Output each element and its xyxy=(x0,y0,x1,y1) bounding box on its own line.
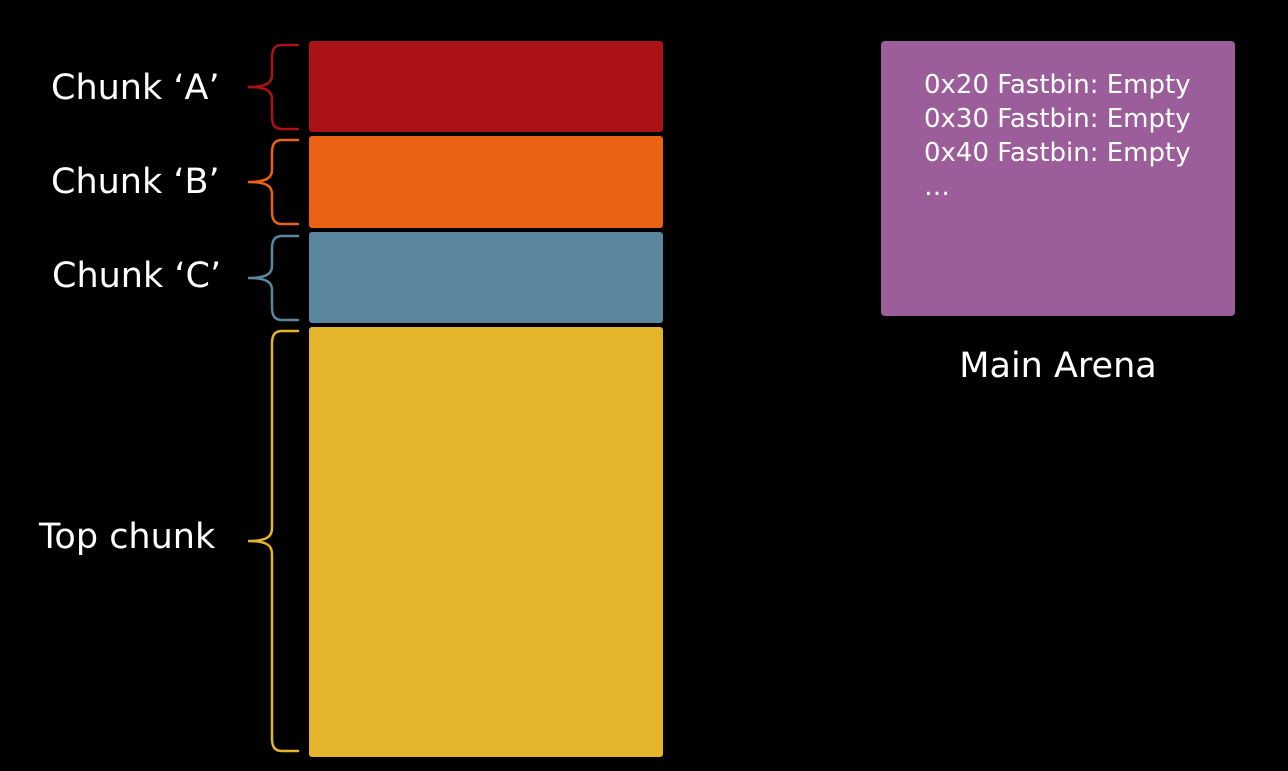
chunk-b-brace xyxy=(247,138,300,226)
fastbin-0x40-line: 0x40 Fastbin: Empty xyxy=(924,138,1191,168)
chunk-a-block xyxy=(309,41,663,132)
chunk-b-label: Chunk ‘B’ xyxy=(51,162,220,202)
fastbin-0x20-line: 0x20 Fastbin: Empty xyxy=(924,70,1191,100)
main-arena-box: 0x20 Fastbin: Empty 0x30 Fastbin: Empty … xyxy=(881,41,1235,316)
chunk-c-brace xyxy=(247,234,300,322)
chunk-a-label: Chunk ‘A’ xyxy=(51,68,220,108)
chunk-c-label: Chunk ‘C’ xyxy=(52,256,222,296)
main-arena-caption: Main Arena xyxy=(959,346,1157,386)
ellipsis-line: … xyxy=(924,172,950,202)
chunk-c-block xyxy=(309,232,663,323)
top-chunk-brace xyxy=(247,329,300,753)
chunk-a-brace xyxy=(247,43,300,131)
top-chunk-label: Top chunk xyxy=(39,517,216,557)
top-chunk-block xyxy=(309,327,663,757)
fastbin-0x30-line: 0x30 Fastbin: Empty xyxy=(924,104,1191,134)
chunk-b-block xyxy=(309,136,663,228)
